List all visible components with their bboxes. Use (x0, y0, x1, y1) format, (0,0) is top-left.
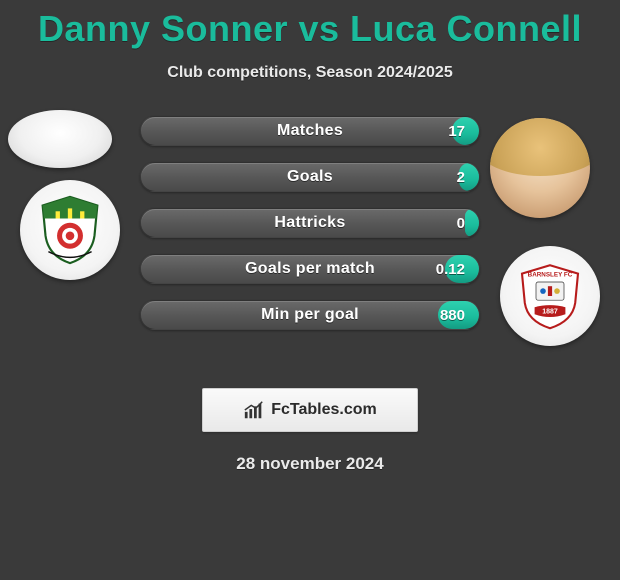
barnsley-crest-icon: BARNSLEY FC 1887 (515, 261, 585, 331)
club-badge-right: BARNSLEY FC 1887 (500, 246, 600, 346)
date-label: 28 november 2024 (0, 454, 620, 474)
comparison-stage: BARNSLEY FC 1887 Matches 17 Goals 2 Hatt… (0, 110, 620, 370)
svg-text:1887: 1887 (542, 309, 558, 316)
stat-value-right: 0 (457, 209, 465, 237)
page-title: Danny Sonner vs Luca Connell (0, 0, 620, 50)
stat-label: Hattricks (141, 209, 479, 237)
brand-plate: FcTables.com (202, 388, 418, 432)
avatar-right (490, 118, 590, 218)
bars-growth-icon (243, 399, 265, 421)
wrexham-crest-icon (34, 194, 106, 266)
avatar-left (8, 110, 112, 168)
stat-bar-goals: Goals 2 (140, 162, 480, 192)
stat-label: Goals per match (141, 255, 479, 283)
stat-bar-hattricks: Hattricks 0 (140, 208, 480, 238)
svg-text:BARNSLEY FC: BARNSLEY FC (528, 271, 573, 278)
subtitle: Club competitions, Season 2024/2025 (0, 64, 620, 82)
stat-bar-min-per-goal: Min per goal 880 (140, 300, 480, 330)
stat-label: Min per goal (141, 301, 479, 329)
stat-bar-goals-per-match: Goals per match 0.12 (140, 254, 480, 284)
brand-label: FcTables.com (271, 401, 377, 419)
club-badge-left (20, 180, 120, 280)
stat-label: Goals (141, 163, 479, 191)
stat-value-right: 880 (440, 301, 465, 329)
stat-value-right: 2 (457, 163, 465, 191)
stat-label: Matches (141, 117, 479, 145)
stat-bars: Matches 17 Goals 2 Hattricks 0 Goals per… (140, 116, 480, 346)
stat-value-right: 0.12 (436, 255, 465, 283)
stat-value-right: 17 (448, 117, 465, 145)
stat-bar-matches: Matches 17 (140, 116, 480, 146)
